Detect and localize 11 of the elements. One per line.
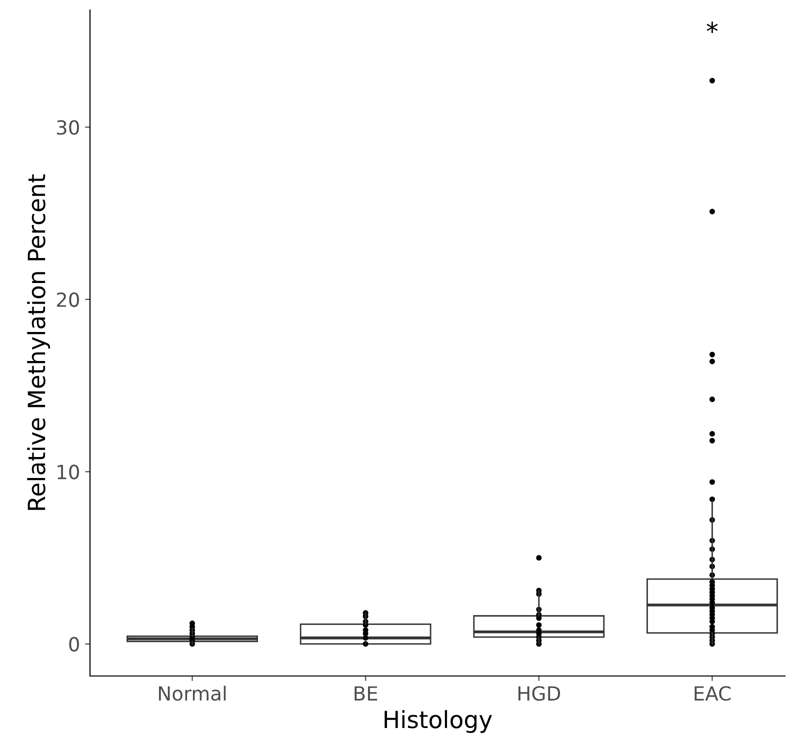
x-tick-label: BE bbox=[354, 686, 378, 700]
x-axis-title: Histology bbox=[384, 710, 492, 733]
y-tick-label: 20 bbox=[56, 292, 79, 308]
x-tick-label: HGD bbox=[518, 686, 560, 701]
y-tick-label: 30 bbox=[57, 120, 79, 135]
annotation: * bbox=[706, 22, 718, 34]
x-tick-label: Normal bbox=[158, 686, 226, 701]
y-tick-label: 0 bbox=[69, 636, 79, 652]
y-axis-title: Relative Methylation Percent bbox=[27, 174, 50, 510]
y-tick-label: 10 bbox=[58, 464, 79, 480]
x-tick-label: EAC bbox=[694, 686, 731, 701]
